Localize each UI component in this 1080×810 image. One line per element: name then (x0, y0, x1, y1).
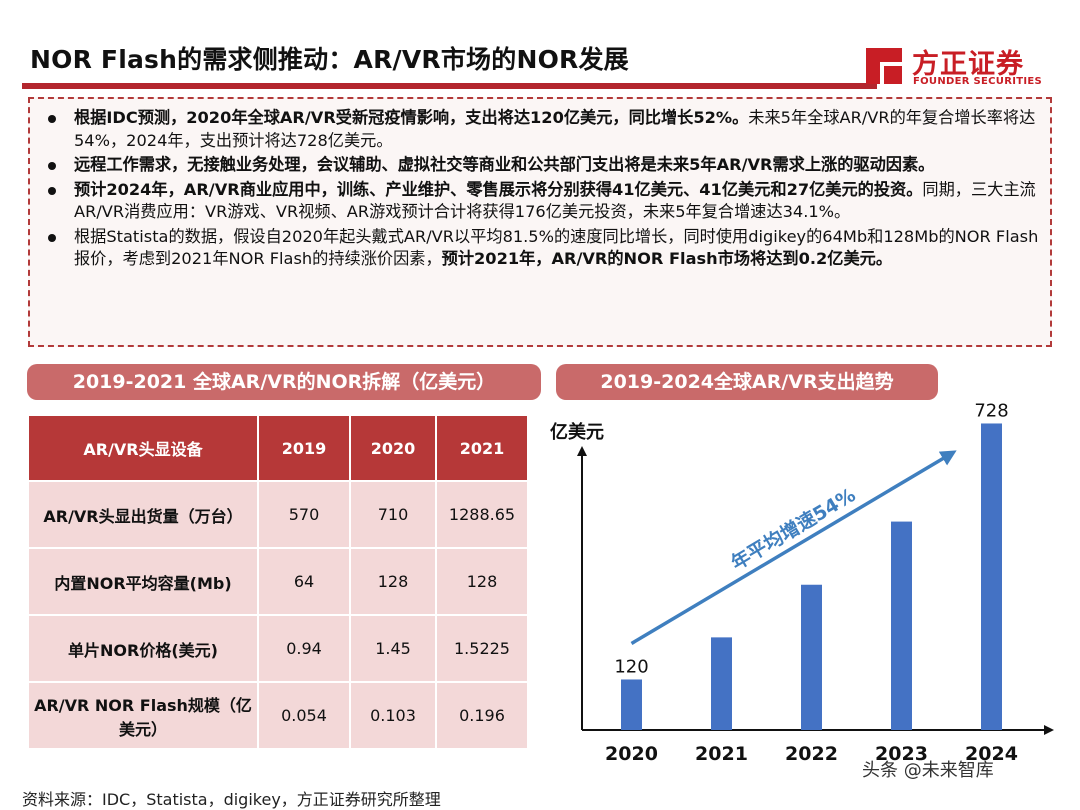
table-header-device: AR/VR头显设备 (27, 414, 259, 482)
title-underline (22, 83, 877, 89)
x-tick-label: 2023 (875, 743, 928, 765)
summary-bullets: 根据IDC预测，2020年全球AR/VR受新冠疫情影响，支出将达120亿美元，同… (48, 107, 1044, 273)
x-tick-label: 2022 (785, 743, 838, 765)
row-label: 内置NOR平均容量(Mb) (27, 547, 259, 616)
table-cell: 0.054 (257, 681, 351, 750)
table-cell: 1.45 (349, 614, 437, 683)
x-tick-label: 2020 (605, 743, 658, 765)
page-title: NOR Flash的需求侧推动：AR/VR市场的NOR发展 (30, 45, 629, 74)
summary-bullet: 预计2024年，AR/VR商业应用中，训练、产业维护、零售展示将分别获得41亿美… (48, 179, 1044, 224)
chart-bars (621, 423, 1002, 730)
bar-2024 (981, 423, 1002, 730)
table-header-row: AR/VR头显设备 2019 2020 2021 (27, 414, 529, 482)
bar-2022 (801, 584, 822, 730)
table-cell: 0.103 (349, 681, 437, 750)
spending-bar-chart: 亿美元 2020 120 2021 2022 2023 2024 728 年平均增速54% (550, 400, 1054, 765)
table-cell: 0.94 (257, 614, 351, 683)
table-header-2019: 2019 (257, 414, 351, 482)
table-section-header: 2019-2021 全球AR/VR的NOR拆解（亿美元） (27, 364, 541, 400)
logo-text-cn: 方正证券 (912, 49, 1024, 80)
bar-2020 (621, 679, 642, 730)
data-label: 728 (974, 400, 1008, 421)
bullet-text: 预计2024年，AR/VR商业应用中，训练、产业维护、零售展示将分别获得41亿美… (74, 179, 923, 199)
source-footer: 资料来源：IDC，Statista，digikey，方正证券研究所整理 (22, 790, 441, 809)
table-cell: 1.5225 (435, 614, 529, 683)
y-axis-label: 亿美元 (550, 421, 604, 443)
chart-section-header: 2019-2024全球AR/VR支出趋势 (556, 364, 938, 400)
table-cell: 128 (349, 547, 437, 616)
table-row: 内置NOR平均容量(Mb) 64 128 128 (27, 547, 529, 616)
x-tick-label: 2024 (965, 743, 1018, 765)
bullet-text: 根据Statista的数据，假设自2020年起头戴式AR/VR以平均81.5%的… (74, 226, 1039, 269)
summary-bullet: 根据Statista的数据，假设自2020年起头戴式AR/VR以平均81.5%的… (48, 226, 1044, 271)
bullet-dot-icon (48, 233, 56, 242)
trend-arrow (630, 450, 957, 645)
summary-bullet: 根据IDC预测，2020年全球AR/VR受新冠疫情影响，支出将达120亿美元，同… (48, 107, 1044, 152)
table-cell: 0.196 (435, 681, 529, 750)
nor-breakdown-table: AR/VR头显设备 2019 2020 2021 AR/VR头显出货量（万台） … (27, 414, 529, 750)
table-cell: 710 (349, 480, 437, 549)
bullet-dot-icon (48, 115, 56, 123)
row-label: AR/VR头显出货量（万台） (27, 480, 259, 549)
row-label: AR/VR NOR Flash规模（亿美元） (27, 681, 259, 750)
bullet-text: 远程工作需求，无接触业务处理，会议辅助、虚拟社交等商业和公共部门支出将是未来5年… (74, 155, 935, 174)
summary-bullet: 远程工作需求，无接触业务处理，会议辅助、虚拟社交等商业和公共部门支出将是未来5年… (48, 154, 1044, 177)
table-cell: 64 (257, 547, 351, 616)
bullet-text: 根据IDC预测，2020年全球AR/VR受新冠疫情影响，支出将达120亿美元，同… (74, 108, 749, 127)
founder-logo-icon (866, 48, 902, 84)
row-label: 单片NOR价格(美元) (27, 614, 259, 683)
growth-annotation: 年平均增速54% (727, 483, 860, 574)
table-header-2020: 2020 (349, 414, 437, 482)
watermark: 头条 @未来智库 (862, 760, 994, 781)
bar-2023 (891, 521, 912, 730)
table-row: AR/VR NOR Flash规模（亿美元） 0.054 0.103 0.196 (27, 681, 529, 750)
bullet-dot-icon (48, 186, 56, 195)
chart-labels: 亿美元 2020 120 2021 2022 2023 2024 728 年平均增速54% (550, 400, 1018, 765)
bullet-text: 未来5年全球AR/VR的年复合增长率将达54%，2024年，支出预计将达728亿… (74, 108, 1036, 150)
data-label: 120 (614, 656, 648, 677)
bullet-text: 同期，三大主流AR/VR消费应用：VR游戏、VR视频、AR游戏预计合计将获得17… (74, 179, 1036, 222)
summary-box: 根据IDC预测，2020年全球AR/VR受新冠疫情影响，支出将达120亿美元，同… (28, 97, 1052, 347)
logo-text-en: FOUNDER SECURITIES (913, 76, 1043, 87)
table-cell: 1288.65 (435, 480, 529, 549)
table-cell: 128 (435, 547, 529, 616)
table-cell: 570 (257, 480, 351, 549)
bar-2021 (711, 637, 732, 730)
bullet-text: 预计2021年，AR/VR的NOR Flash市场将达到0.2亿美元。 (441, 249, 893, 268)
table-row: 单片NOR价格(美元) 0.94 1.45 1.5225 (27, 614, 529, 683)
bullet-dot-icon (48, 162, 56, 170)
x-tick-label: 2021 (695, 743, 748, 765)
founder-logo: 方正证券 FOUNDER SECURITIES (862, 42, 1052, 92)
table-row: AR/VR头显出货量（万台） 570 710 1288.65 (27, 480, 529, 549)
table-header-2021: 2021 (435, 414, 529, 482)
